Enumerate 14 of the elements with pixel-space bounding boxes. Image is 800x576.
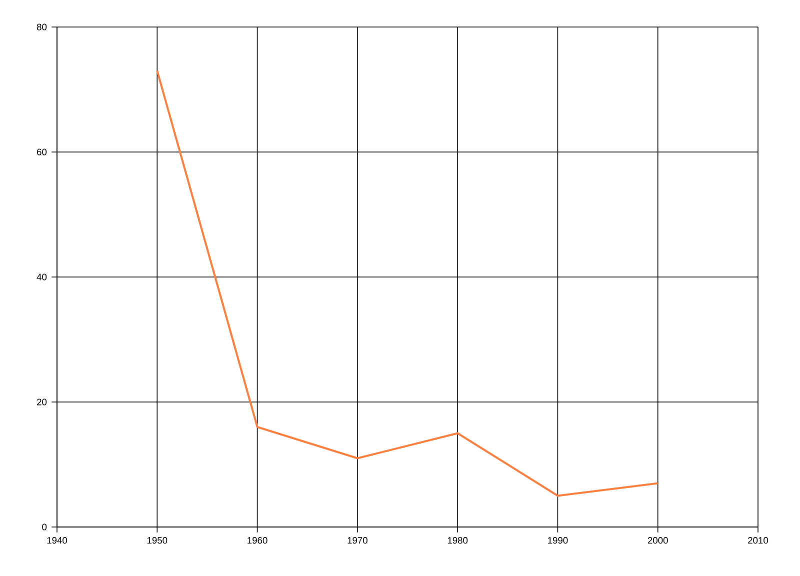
y-tick-label: 40 [36,274,47,280]
x-tick-label: 1960 [248,537,268,544]
x-tick-label: 1980 [448,537,468,544]
line-series [156,70,659,497]
y-tick-label: 0 [42,524,47,530]
x-tick-label: 1990 [548,537,568,544]
x-tick-label: 2010 [748,537,768,544]
x-tick-label: 1950 [147,537,168,544]
x-tick-label: 2000 [648,537,668,544]
y-tick-label: 20 [37,398,47,406]
x-tick-label: 1940 [47,537,68,544]
y-tick-label: 60 [37,148,47,156]
x-tick-label: 1970 [348,537,368,544]
y-tick-label: 80 [36,24,47,30]
